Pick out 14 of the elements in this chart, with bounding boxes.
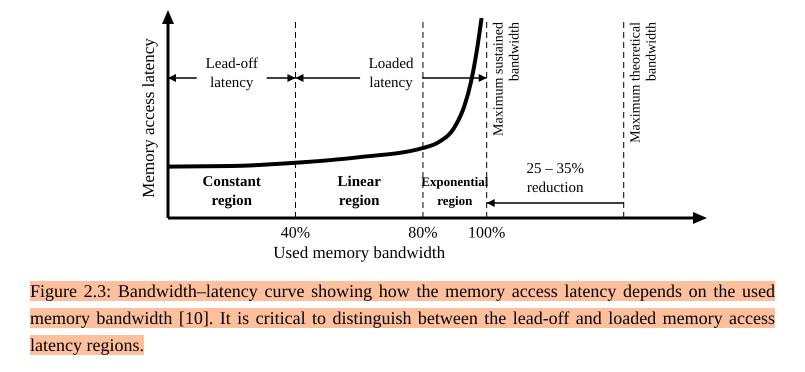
annotation: Constant region [202, 174, 261, 209]
ref-line-label: Maximum theoretical bandwidth [628, 22, 660, 143]
y-axis-title: Memory access latency [139, 38, 158, 198]
x-tick-label: 100% [468, 224, 506, 242]
annotation: 25 – 35% reduction [526, 161, 584, 196]
x-tick-label: 80% [408, 224, 438, 242]
annotation: Exponential region [421, 174, 489, 208]
caption: Figure 2.3: Bandwidth–latency curve showing how the memory access latency depends on the used memory bandwidth [10]. It is critical to distinguish between the lead-off and loaded memory access latency regions. [30, 281, 775, 355]
annotation: Linear region [338, 174, 382, 209]
ref-line-label: Maximum sustained bandwidth [492, 22, 523, 136]
x-axis-title: Used memory bandwidth [273, 243, 446, 262]
annotation: Lead-off latency [206, 56, 258, 91]
x-tick-label: 40% [280, 224, 310, 242]
annotation: Loaded latency [368, 56, 414, 91]
